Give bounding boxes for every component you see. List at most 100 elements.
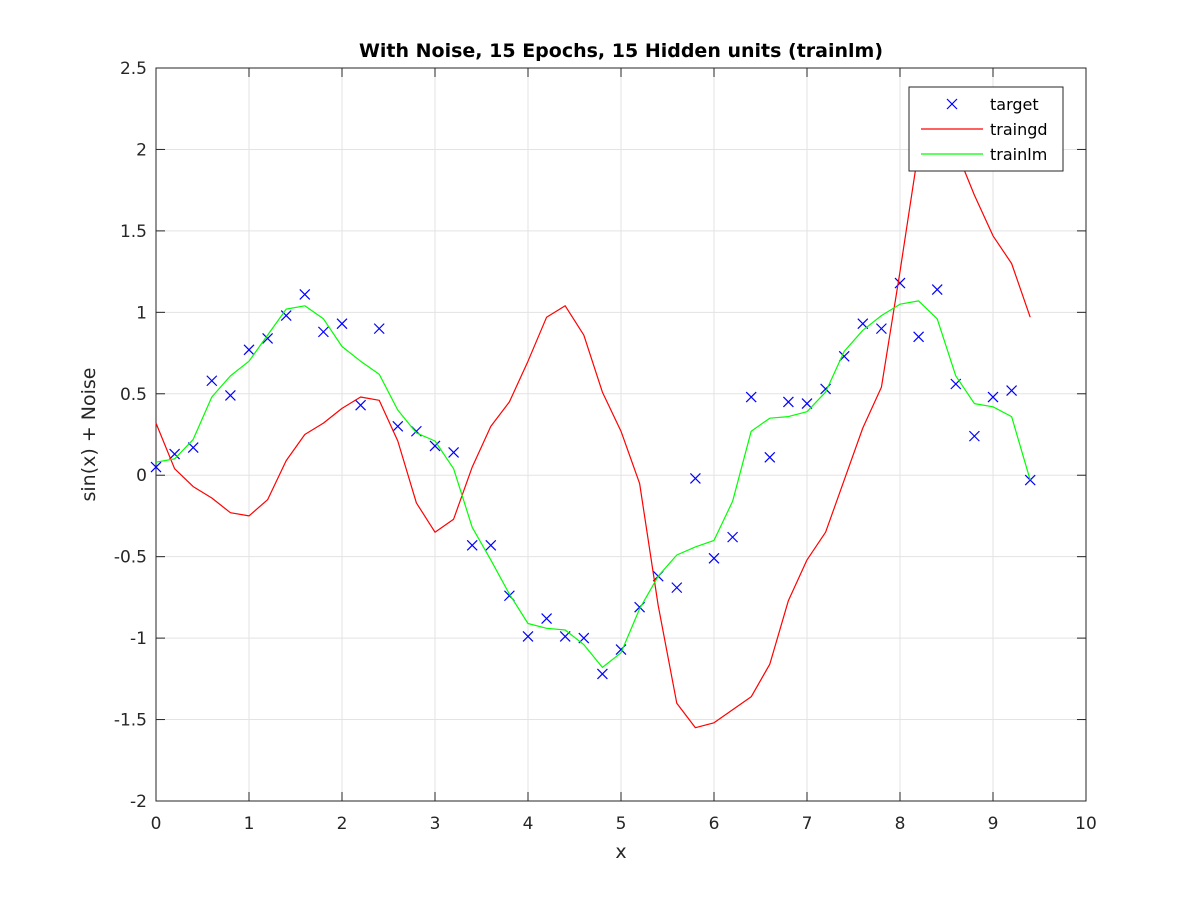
data-point-target: [745, 391, 757, 403]
x-tick-label: 6: [709, 814, 720, 834]
marker-stroke: [355, 399, 367, 411]
x-tick-labels: 0 1 2 3 4 5 6 7 8 9 10: [151, 814, 1097, 834]
data-point-target: [336, 318, 348, 330]
series-line-trainlm: [155, 300, 1031, 669]
data-point-target: [764, 451, 776, 463]
data-point-target: [485, 539, 497, 551]
data-point-target: [187, 442, 199, 453]
legend: target traingd trainlm: [908, 86, 1064, 172]
marker-stroke: [913, 331, 925, 343]
marker-stroke: [410, 425, 422, 437]
marker-stroke: [187, 442, 199, 453]
marker-stroke: [1006, 385, 1018, 396]
data-point-target: [448, 446, 460, 458]
marker-stroke: [280, 310, 292, 322]
marker-stroke: [336, 318, 348, 330]
data-point-target: [299, 288, 311, 300]
series-traingd: [155, 108, 1031, 729]
data-point-target: [801, 398, 813, 409]
data-point-target: [1006, 385, 1018, 396]
y-tick-label: -1: [130, 629, 147, 649]
marker-stroke: [764, 451, 776, 463]
data-point-target: [522, 631, 534, 642]
y-tick-label: 0: [136, 466, 147, 486]
data-point-target: [280, 310, 292, 322]
data-point-target: [931, 284, 943, 295]
ticks: [155, 67, 1087, 802]
data-point-target: [596, 668, 608, 680]
y-tick-labels: -2 -1.5 -1 -0.5 0 0.5 1 1.5 2 2.5: [114, 59, 147, 812]
marker-stroke: [206, 375, 218, 387]
y-tick-label: 1.5: [120, 222, 147, 242]
legend-swatch-marker: [946, 98, 958, 110]
x-tick-label: 2: [337, 814, 348, 834]
legend-label: target: [990, 95, 1039, 114]
marker-stroke: [448, 446, 460, 458]
series-trainlm: [155, 300, 1031, 669]
legend-entry-target: target: [946, 95, 1039, 114]
marker-stroke: [373, 323, 385, 335]
y-tick-label: -2: [130, 792, 147, 812]
series-layer: [150, 108, 1036, 729]
data-point-target: [169, 448, 181, 460]
marker-stroke: [727, 531, 739, 543]
marker-stroke: [466, 539, 478, 551]
marker-stroke: [987, 391, 999, 403]
x-tick-label: 8: [895, 814, 906, 834]
y-tick-label: 2: [136, 140, 147, 160]
data-point-target: [206, 375, 218, 387]
data-point-target: [429, 440, 441, 452]
data-point-target: [466, 539, 478, 551]
y-axis-label: sin(x) + Noise: [78, 368, 100, 502]
marker-stroke: [894, 277, 906, 289]
data-point-target: [541, 613, 553, 624]
series-target: [150, 277, 1036, 680]
marker-stroke: [782, 396, 794, 408]
x-tick-label: 0: [151, 814, 162, 834]
marker-stroke: [522, 631, 534, 642]
data-point-target: [987, 391, 999, 403]
grid: [156, 68, 1086, 801]
marker-stroke: [224, 389, 236, 401]
marker-stroke: [317, 326, 329, 338]
data-point-target: [150, 461, 162, 473]
marker-stroke: [801, 398, 813, 409]
series-line-traingd: [155, 108, 1031, 729]
marker-stroke: [857, 318, 869, 330]
x-tick-label: 3: [430, 814, 441, 834]
x-tick-label: 7: [802, 814, 813, 834]
data-point-target: [224, 389, 236, 401]
data-point-target: [317, 326, 329, 338]
marker-stroke: [968, 430, 980, 442]
marker-stroke: [708, 552, 720, 564]
chart-title: With Noise, 15 Epochs, 15 Hidden units (…: [359, 40, 883, 62]
legend-label: traingd: [990, 120, 1048, 139]
marker-stroke: [503, 590, 515, 602]
y-tick-label: 0.5: [120, 385, 147, 405]
marker-stroke: [429, 440, 441, 452]
marker-stroke: [243, 344, 255, 356]
marker-stroke: [875, 323, 887, 335]
y-tick-label: 1: [136, 303, 147, 323]
x-tick-label: 1: [244, 814, 255, 834]
data-point-target: [727, 531, 739, 543]
marker-stroke: [392, 420, 404, 432]
marker-stroke: [169, 448, 181, 460]
data-point-target: [243, 344, 255, 356]
data-point-target: [671, 582, 683, 594]
y-tick-label: 2.5: [120, 59, 147, 79]
y-tick-label: -0.5: [114, 548, 147, 568]
legend-entry-trainlm: trainlm: [921, 145, 1047, 164]
marker-stroke: [485, 539, 497, 551]
data-point-target: [355, 399, 367, 411]
x-axis-label: x: [615, 841, 626, 863]
legend-label: trainlm: [990, 145, 1047, 164]
data-point-target: [689, 473, 701, 484]
x-tick-label: 5: [616, 814, 627, 834]
marker-stroke: [150, 461, 162, 473]
data-point-target: [373, 323, 385, 335]
data-point-target: [1024, 474, 1036, 486]
legend-entry-traingd: traingd: [921, 120, 1048, 139]
marker-stroke: [541, 613, 553, 624]
